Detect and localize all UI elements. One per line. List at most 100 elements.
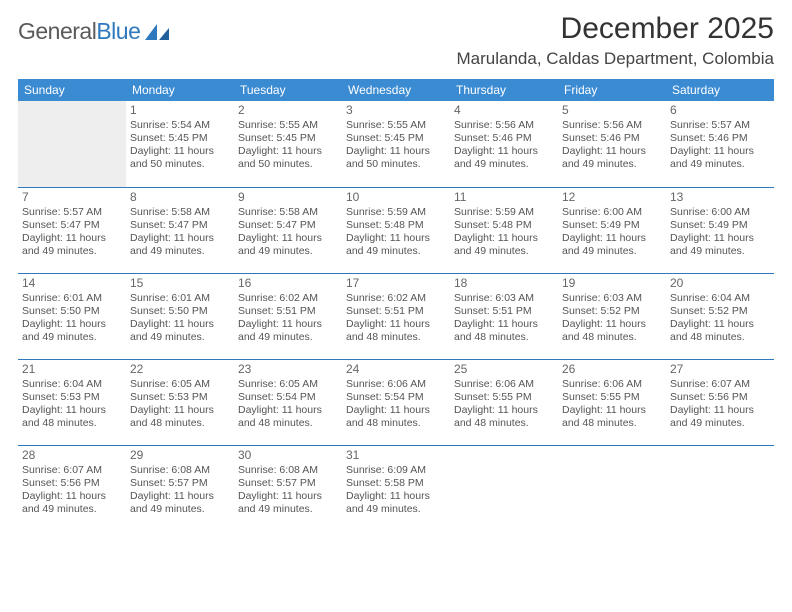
daylight-line: Daylight: 11 hours and 49 minutes. (346, 490, 446, 516)
day-info: Sunrise: 6:05 AMSunset: 5:53 PMDaylight:… (130, 378, 230, 431)
sunrise-line: Sunrise: 6:06 AM (562, 378, 662, 391)
sunset-line: Sunset: 5:47 PM (22, 219, 122, 232)
sunset-line: Sunset: 5:46 PM (562, 132, 662, 145)
sunset-line: Sunset: 5:52 PM (670, 305, 770, 318)
day-info: Sunrise: 6:02 AMSunset: 5:51 PMDaylight:… (346, 292, 446, 345)
sunset-line: Sunset: 5:48 PM (346, 219, 446, 232)
sunrise-line: Sunrise: 5:58 AM (130, 206, 230, 219)
day-info: Sunrise: 5:59 AMSunset: 5:48 PMDaylight:… (346, 206, 446, 259)
day-number: 7 (22, 190, 122, 205)
sunset-line: Sunset: 5:48 PM (454, 219, 554, 232)
day-info: Sunrise: 6:06 AMSunset: 5:55 PMDaylight:… (562, 378, 662, 431)
sunset-line: Sunset: 5:51 PM (454, 305, 554, 318)
day-info: Sunrise: 6:06 AMSunset: 5:54 PMDaylight:… (346, 378, 446, 431)
calendar-cell: 19Sunrise: 6:03 AMSunset: 5:52 PMDayligh… (558, 273, 666, 359)
sunrise-line: Sunrise: 6:04 AM (670, 292, 770, 305)
calendar-cell: 24Sunrise: 6:06 AMSunset: 5:54 PMDayligh… (342, 359, 450, 445)
sunrise-line: Sunrise: 6:05 AM (130, 378, 230, 391)
sunset-line: Sunset: 5:54 PM (346, 391, 446, 404)
day-number: 30 (238, 448, 338, 463)
calendar-cell: 23Sunrise: 6:05 AMSunset: 5:54 PMDayligh… (234, 359, 342, 445)
calendar-cell: 3Sunrise: 5:55 AMSunset: 5:45 PMDaylight… (342, 101, 450, 187)
day-info: Sunrise: 5:58 AMSunset: 5:47 PMDaylight:… (238, 206, 338, 259)
sunset-line: Sunset: 5:51 PM (346, 305, 446, 318)
day-number: 4 (454, 103, 554, 118)
month-title: December 2025 (457, 12, 775, 45)
dow-header: Monday (126, 79, 234, 101)
sunrise-line: Sunrise: 5:55 AM (238, 119, 338, 132)
sunrise-line: Sunrise: 6:09 AM (346, 464, 446, 477)
daylight-line: Daylight: 11 hours and 49 minutes. (22, 490, 122, 516)
day-number: 1 (130, 103, 230, 118)
sunset-line: Sunset: 5:47 PM (238, 219, 338, 232)
day-number: 26 (562, 362, 662, 377)
day-info: Sunrise: 6:06 AMSunset: 5:55 PMDaylight:… (454, 378, 554, 431)
daylight-line: Daylight: 11 hours and 49 minutes. (130, 490, 230, 516)
daylight-line: Daylight: 11 hours and 48 minutes. (346, 404, 446, 430)
day-info: Sunrise: 5:55 AMSunset: 5:45 PMDaylight:… (346, 119, 446, 172)
calendar-cell: 4Sunrise: 5:56 AMSunset: 5:46 PMDaylight… (450, 101, 558, 187)
sunrise-line: Sunrise: 6:08 AM (130, 464, 230, 477)
daylight-line: Daylight: 11 hours and 50 minutes. (130, 145, 230, 171)
day-number: 19 (562, 276, 662, 291)
day-info: Sunrise: 6:01 AMSunset: 5:50 PMDaylight:… (130, 292, 230, 345)
calendar-cell: 14Sunrise: 6:01 AMSunset: 5:50 PMDayligh… (18, 273, 126, 359)
sunrise-line: Sunrise: 5:56 AM (454, 119, 554, 132)
sunrise-line: Sunrise: 6:08 AM (238, 464, 338, 477)
calendar-cell: 12Sunrise: 6:00 AMSunset: 5:49 PMDayligh… (558, 187, 666, 273)
calendar-cell: 27Sunrise: 6:07 AMSunset: 5:56 PMDayligh… (666, 359, 774, 445)
sunrise-line: Sunrise: 5:54 AM (130, 119, 230, 132)
day-info: Sunrise: 6:08 AMSunset: 5:57 PMDaylight:… (238, 464, 338, 517)
brand-logo: GeneralBlue (18, 12, 171, 45)
sunset-line: Sunset: 5:51 PM (238, 305, 338, 318)
sunrise-line: Sunrise: 6:06 AM (454, 378, 554, 391)
dow-header: Saturday (666, 79, 774, 101)
day-number: 23 (238, 362, 338, 377)
day-info: Sunrise: 6:00 AMSunset: 5:49 PMDaylight:… (562, 206, 662, 259)
day-number: 9 (238, 190, 338, 205)
sunset-line: Sunset: 5:53 PM (130, 391, 230, 404)
calendar-cell: 17Sunrise: 6:02 AMSunset: 5:51 PMDayligh… (342, 273, 450, 359)
sunset-line: Sunset: 5:46 PM (454, 132, 554, 145)
day-info: Sunrise: 6:07 AMSunset: 5:56 PMDaylight:… (22, 464, 122, 517)
calendar-cell: 28Sunrise: 6:07 AMSunset: 5:56 PMDayligh… (18, 445, 126, 531)
sunset-line: Sunset: 5:45 PM (346, 132, 446, 145)
day-info: Sunrise: 6:07 AMSunset: 5:56 PMDaylight:… (670, 378, 770, 431)
day-info: Sunrise: 6:04 AMSunset: 5:52 PMDaylight:… (670, 292, 770, 345)
day-number: 24 (346, 362, 446, 377)
sail-icon (143, 22, 171, 42)
sunset-line: Sunset: 5:55 PM (454, 391, 554, 404)
sunrise-line: Sunrise: 6:03 AM (454, 292, 554, 305)
day-info: Sunrise: 5:56 AMSunset: 5:46 PMDaylight:… (562, 119, 662, 172)
day-number: 2 (238, 103, 338, 118)
daylight-line: Daylight: 11 hours and 48 minutes. (130, 404, 230, 430)
sunset-line: Sunset: 5:49 PM (562, 219, 662, 232)
daylight-line: Daylight: 11 hours and 49 minutes. (130, 232, 230, 258)
sunset-line: Sunset: 5:49 PM (670, 219, 770, 232)
day-info: Sunrise: 5:56 AMSunset: 5:46 PMDaylight:… (454, 119, 554, 172)
sunrise-line: Sunrise: 6:07 AM (670, 378, 770, 391)
dow-header: Sunday (18, 79, 126, 101)
daylight-line: Daylight: 11 hours and 48 minutes. (562, 318, 662, 344)
day-info: Sunrise: 6:03 AMSunset: 5:51 PMDaylight:… (454, 292, 554, 345)
daylight-line: Daylight: 11 hours and 48 minutes. (562, 404, 662, 430)
daylight-line: Daylight: 11 hours and 49 minutes. (238, 232, 338, 258)
day-info: Sunrise: 5:54 AMSunset: 5:45 PMDaylight:… (130, 119, 230, 172)
day-info: Sunrise: 5:58 AMSunset: 5:47 PMDaylight:… (130, 206, 230, 259)
day-number: 25 (454, 362, 554, 377)
daylight-line: Daylight: 11 hours and 48 minutes. (238, 404, 338, 430)
day-info: Sunrise: 6:02 AMSunset: 5:51 PMDaylight:… (238, 292, 338, 345)
day-info: Sunrise: 5:57 AMSunset: 5:47 PMDaylight:… (22, 206, 122, 259)
day-number: 11 (454, 190, 554, 205)
sunset-line: Sunset: 5:53 PM (22, 391, 122, 404)
daylight-line: Daylight: 11 hours and 48 minutes. (346, 318, 446, 344)
day-number: 21 (22, 362, 122, 377)
calendar-cell: 21Sunrise: 6:04 AMSunset: 5:53 PMDayligh… (18, 359, 126, 445)
calendar-cell: 5Sunrise: 5:56 AMSunset: 5:46 PMDaylight… (558, 101, 666, 187)
day-number: 12 (562, 190, 662, 205)
sunrise-line: Sunrise: 6:00 AM (670, 206, 770, 219)
dow-header: Wednesday (342, 79, 450, 101)
day-number: 22 (130, 362, 230, 377)
sunrise-line: Sunrise: 6:07 AM (22, 464, 122, 477)
daylight-line: Daylight: 11 hours and 49 minutes. (562, 145, 662, 171)
